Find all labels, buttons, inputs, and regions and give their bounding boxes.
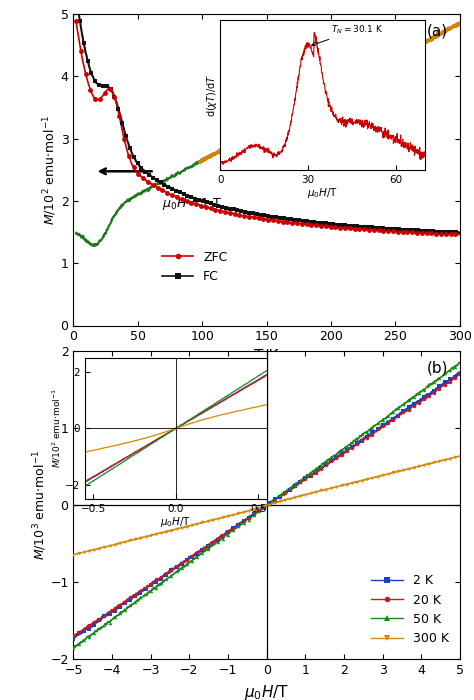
Text: $\mu_0 H = 1$ T: $\mu_0 H = 1$ T bbox=[162, 196, 223, 212]
Y-axis label: $M/10^{3}$ emu$\cdot$mol$^{-1}$: $M/10^{3}$ emu$\cdot$mol$^{-1}$ bbox=[31, 450, 49, 561]
Y-axis label: $M/10^{2}$ emu$\cdot$mol$^{-1}$: $M/10^{2}$ emu$\cdot$mol$^{-1}$ bbox=[42, 115, 59, 225]
Legend: 2 K, 20 K, 50 K, 300 K: 2 K, 20 K, 50 K, 300 K bbox=[366, 569, 454, 650]
X-axis label: $\mu_0 H$/T: $\mu_0 H$/T bbox=[244, 682, 289, 700]
Text: (a): (a) bbox=[427, 23, 448, 38]
X-axis label: T/K: T/K bbox=[255, 349, 279, 364]
Legend: ZFC, FC: ZFC, FC bbox=[157, 246, 233, 288]
Text: (b): (b) bbox=[427, 360, 448, 376]
